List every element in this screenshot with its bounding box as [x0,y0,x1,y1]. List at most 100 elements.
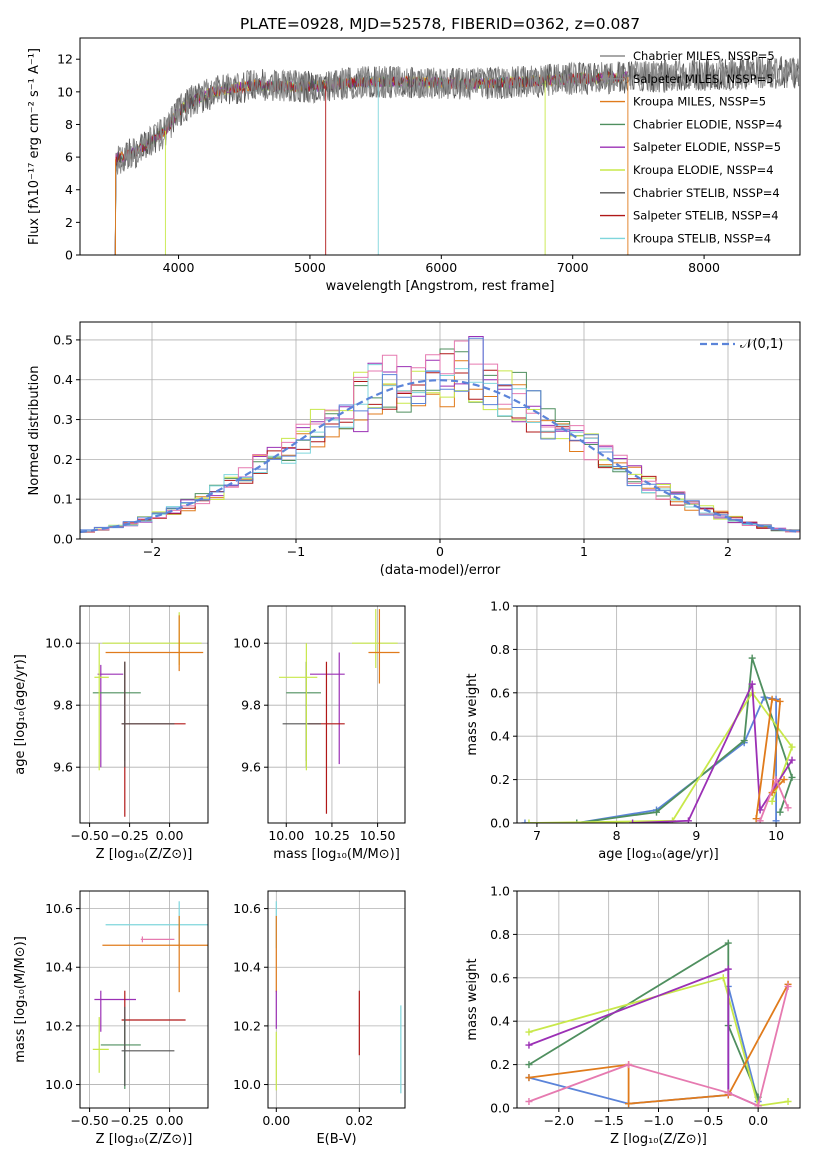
plot-area [525,939,792,1108]
x-tick-label: −1 [287,544,305,559]
plot-area [92,612,204,817]
weight-marker [752,815,760,823]
x-tick-label: 8000 [688,260,720,275]
weight-marker [724,1089,732,1097]
x-axis-label: (data-model)/error [380,563,501,578]
y-tick-label: 0.4 [490,1014,510,1029]
axes-frame [79,37,801,256]
residual-panel: −2 −1 0 1 2 0.0 0.1 0.2 0.3 0.4 0.5 (data-model)/er… [27,321,801,578]
weight-marker [525,1028,533,1036]
weight-marker [740,737,748,745]
legend-entry: Kroupa MILES, NSSP=5 [633,95,766,109]
x-tick-label: −1.0 [643,1113,673,1128]
weight-marker [684,817,692,823]
x-tick-label: 0.00 [156,828,184,843]
weight-marker [525,1061,533,1069]
plot-area [92,901,208,1089]
x-tick-label: 1 [580,544,588,559]
spectrum-legend: Chabrier MILES, NSSP=5 Salpeter MILES, NS… [600,49,782,245]
metallicity-mass-panel: −0.50 −0.25 0.00 10.0 10.2 10.4 10.6 Z [log₁₀(Z… [13,890,209,1147]
weight-marker [724,939,732,947]
y-tick-label: 1.0 [490,599,510,614]
y-tick-label: 10.4 [45,960,73,975]
weight-marker [629,819,637,823]
legend-entry: Chabrier STELIB, NSSP=4 [633,186,780,200]
y-tick-label: 0.4 [53,372,73,387]
y-tick-label: 0.5 [53,332,73,347]
y-tick-label: 0.2 [53,452,73,467]
legend-entry: Chabrier MILES, NSSP=5 [633,49,775,63]
y-tick-label: 10.2 [233,1018,261,1033]
axes-frame [79,605,209,824]
x-tick-label: 5000 [294,260,326,275]
legend-entry: Salpeter MILES, NSSP=5 [633,72,774,86]
weight-marker [788,773,796,781]
y-tick-label: 0.8 [490,642,510,657]
plot-area [278,609,400,814]
normal-curve [80,379,800,534]
residual-histogram-2 [80,360,800,533]
weight-series-5 [528,976,789,1107]
plot-area [275,901,402,1094]
weight-marker [625,1100,633,1108]
figure-title: PLATE=0928, MJD=52578, FIBERID=0362, z=0… [240,15,640,33]
x-axis-label: mass [log₁₀(M/M⊙)] [273,847,400,862]
weight-marker [784,804,792,812]
y-tick-label: 10 [57,84,73,99]
x-tick-label: −0.25 [110,828,148,843]
x-axis-label: E(B-V) [316,1132,356,1147]
y-tick-label: 0.6 [490,685,510,700]
weight-marker [772,817,780,823]
metallicity-age-panel: −0.50 −0.25 0.00 9.6 9.8 10.0 Z [log₁₀(Z/Z⊙)] a… [13,605,209,862]
spectrum-panel: 4000 5000 6000 7000 8000 0 2 4 6 8 10 12 wavelength … [27,37,801,294]
x-tick-label: 10.00 [268,828,304,843]
x-tick-label: 2 [724,544,732,559]
legend-entry: Kroupa STELIB, NSSP=4 [633,231,771,245]
x-axis-label: wavelength [Angstrom, rest frame] [326,279,555,294]
y-tick-label: 0 [65,248,73,263]
residual-histogram-10 [80,337,800,532]
x-tick-label: 9 [692,828,700,843]
x-tick-label: 10.50 [360,828,396,843]
axes-frame [267,605,406,824]
y-tick-label: 4 [65,182,73,197]
weight-marker [768,695,776,703]
weight-marker [748,654,756,662]
y-tick-label: 0.0 [53,532,73,547]
x-tick-label: −0.50 [70,828,108,843]
axes-frame [79,890,209,1109]
x-axis-label: age [log₁₀(age/yr)] [598,847,719,862]
plot-area [521,654,796,823]
y-tick-label: 8 [65,117,73,132]
y-tick-label: 9.8 [241,698,261,713]
x-tick-label: 0.00 [156,1113,184,1128]
metallicity-weight-panel: −2.0 −1.5 −1.0 −0.5 0.0 0.0 0.2 0.4 0.6 0.8 1.0 Z [… [465,884,801,1147]
weight-marker [776,697,784,705]
weight-marker [724,965,732,973]
x-tick-label: 0 [436,544,444,559]
y-tick-label: 0.6 [490,970,510,985]
weight-marker [525,1074,533,1082]
y-tick-label: 10.0 [233,636,261,651]
age-weight-panel: 7 8 9 10 0.0 0.2 0.4 0.6 0.8 1.0 age [log₁₀(age/yr… [465,599,801,862]
x-axis-label: Z [log₁₀(Z/Z⊙)] [96,847,193,862]
x-axis-label: Z [log₁₀(Z/Z⊙)] [96,1132,193,1147]
y-tick-label: 1.0 [490,884,510,899]
y-tick-label: 0.3 [53,412,73,427]
weight-marker [788,756,796,764]
x-tick-label: −2.0 [544,1113,574,1128]
weight-marker [525,1041,533,1049]
y-axis-label: Flux [fλ10⁻¹⁷ erg cm⁻² s⁻¹ A⁻¹] [27,48,42,245]
x-tick-label: 10 [768,828,784,843]
x-tick-label: 8 [613,828,621,843]
x-tick-label: 0.02 [345,1113,373,1128]
y-axis-label: mass [log₁₀(M/M⊙)] [13,936,28,1063]
weight-marker [754,1102,762,1108]
x-tick-label: −0.5 [693,1113,723,1128]
y-tick-label: 10.0 [233,1077,261,1092]
legend-entry: Salpeter STELIB, NSSP=4 [633,209,779,223]
weight-marker [748,680,756,688]
legend-entry: Salpeter ELODIE, NSSP=5 [633,140,781,154]
weight-marker [521,819,529,823]
